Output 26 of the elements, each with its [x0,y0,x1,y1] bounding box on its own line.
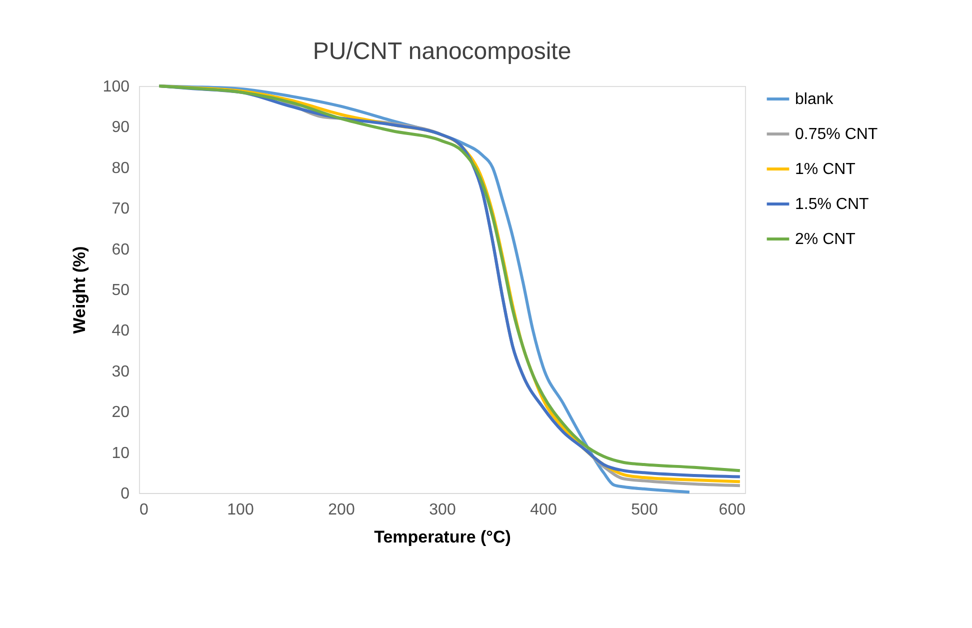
y-tick-label: 10 [112,444,130,462]
y-tick-label: 20 [112,404,130,422]
legend-label: 1% CNT [795,161,856,178]
y-tick-label: 40 [112,322,130,340]
y-tick-label: 90 [112,119,130,136]
x-tick-label: 600 [718,502,746,518]
y-tick-label: 60 [112,241,130,258]
y-tick-label: 100 [102,78,130,96]
y-axis-title: Weight (%) [70,246,89,334]
x-tick-label: 400 [530,502,557,518]
y-tick-label: 70 [112,200,130,218]
chart-title: PU/CNT nanocomposite [312,38,572,65]
legend-label: 2% CNT [795,231,856,248]
legend-label: 0.75% CNT [795,126,878,143]
legend-label: blank [795,91,834,108]
x-tick-label: 300 [429,502,456,518]
x-tick-label: 500 [631,502,658,518]
y-tick-label: 0 [120,486,130,502]
x-tick-label: 200 [328,502,355,518]
y-tick-label: 50 [112,282,130,299]
x-tick-label: 0 [140,502,148,518]
y-tick-label: 80 [112,160,130,177]
y-tick-label: 30 [112,363,130,380]
legend-label: 1.5% CNT [795,196,870,213]
x-axis-title: Temperature (°C) [374,528,511,546]
x-tick-label: 100 [227,502,254,518]
